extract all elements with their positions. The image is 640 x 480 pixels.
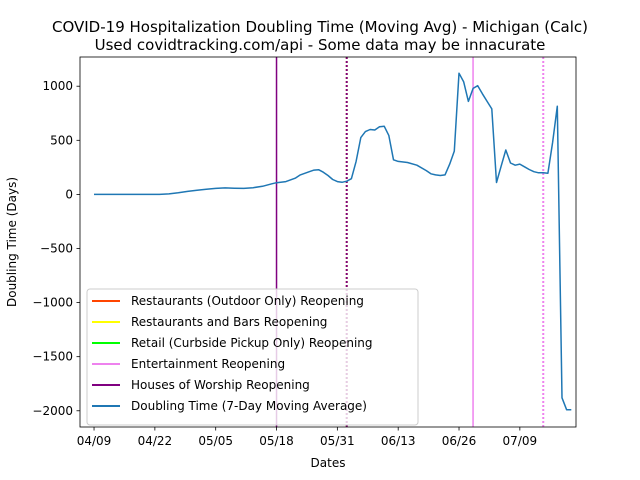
x-tick-label: 04/09 [77,434,112,448]
legend-box [86,288,419,426]
legend-label: Doubling Time (7-Day Moving Average) [131,399,367,413]
x-axis-label: Dates [311,456,346,470]
legend-label: Retail (Curbside Pickup Only) Reopening [131,336,373,350]
x-tick-label: 05/05 [198,434,233,448]
legend-label: Restaurants and Bars Reopening [131,315,327,329]
x-tick-label: 04/22 [138,434,173,448]
y-tick-label: −500 [40,241,73,255]
x-tick-label: 06/13 [381,434,416,448]
y-tick-label: 1000 [42,79,73,93]
x-tick-label: 07/09 [503,434,538,448]
chart-title: COVID-19 Hospitalization Doubling Time (… [52,18,588,36]
axes-frame [79,56,577,428]
y-tick-label: −1000 [32,296,73,310]
legend-label: Houses of Worship Reopening [131,378,310,392]
x-tick-label: 06/26 [442,434,477,448]
legend-label: Restaurants (Outdoor Only) Reopening [131,294,364,308]
legend: Restaurants (Outdoor Only) Reopening Rest… [86,288,419,426]
axes-ticks: 04/09 04/22 05/05 05/18 05/31 06/13 06/26 07/09… [32,79,537,448]
x-tick-label: 05/18 [259,434,294,448]
chart-subtitle: Used covidtracking.com/api - Some data m… [95,36,546,54]
legend-label: Entertainment Reopening [131,357,285,371]
y-tick-label: 500 [50,133,73,147]
plot-area [79,56,577,428]
y-tick-label: 0 [65,187,73,201]
series-line [94,72,572,411]
y-tick-label: −2000 [32,404,73,418]
y-axis-label: Doubling Time (Days) [5,177,19,307]
x-tick-label: 05/31 [320,434,355,448]
y-tick-label: −1500 [32,350,73,364]
